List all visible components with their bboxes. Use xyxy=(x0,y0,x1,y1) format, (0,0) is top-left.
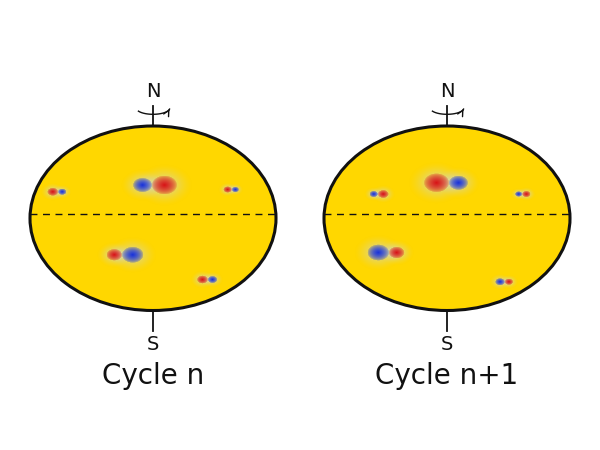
Text: N: N xyxy=(146,82,160,101)
Text: Cycle n+1: Cycle n+1 xyxy=(376,362,518,390)
Text: S: S xyxy=(441,335,453,354)
Text: S: S xyxy=(147,335,159,354)
Text: Cycle n: Cycle n xyxy=(102,362,204,390)
Text: N: N xyxy=(440,82,454,101)
